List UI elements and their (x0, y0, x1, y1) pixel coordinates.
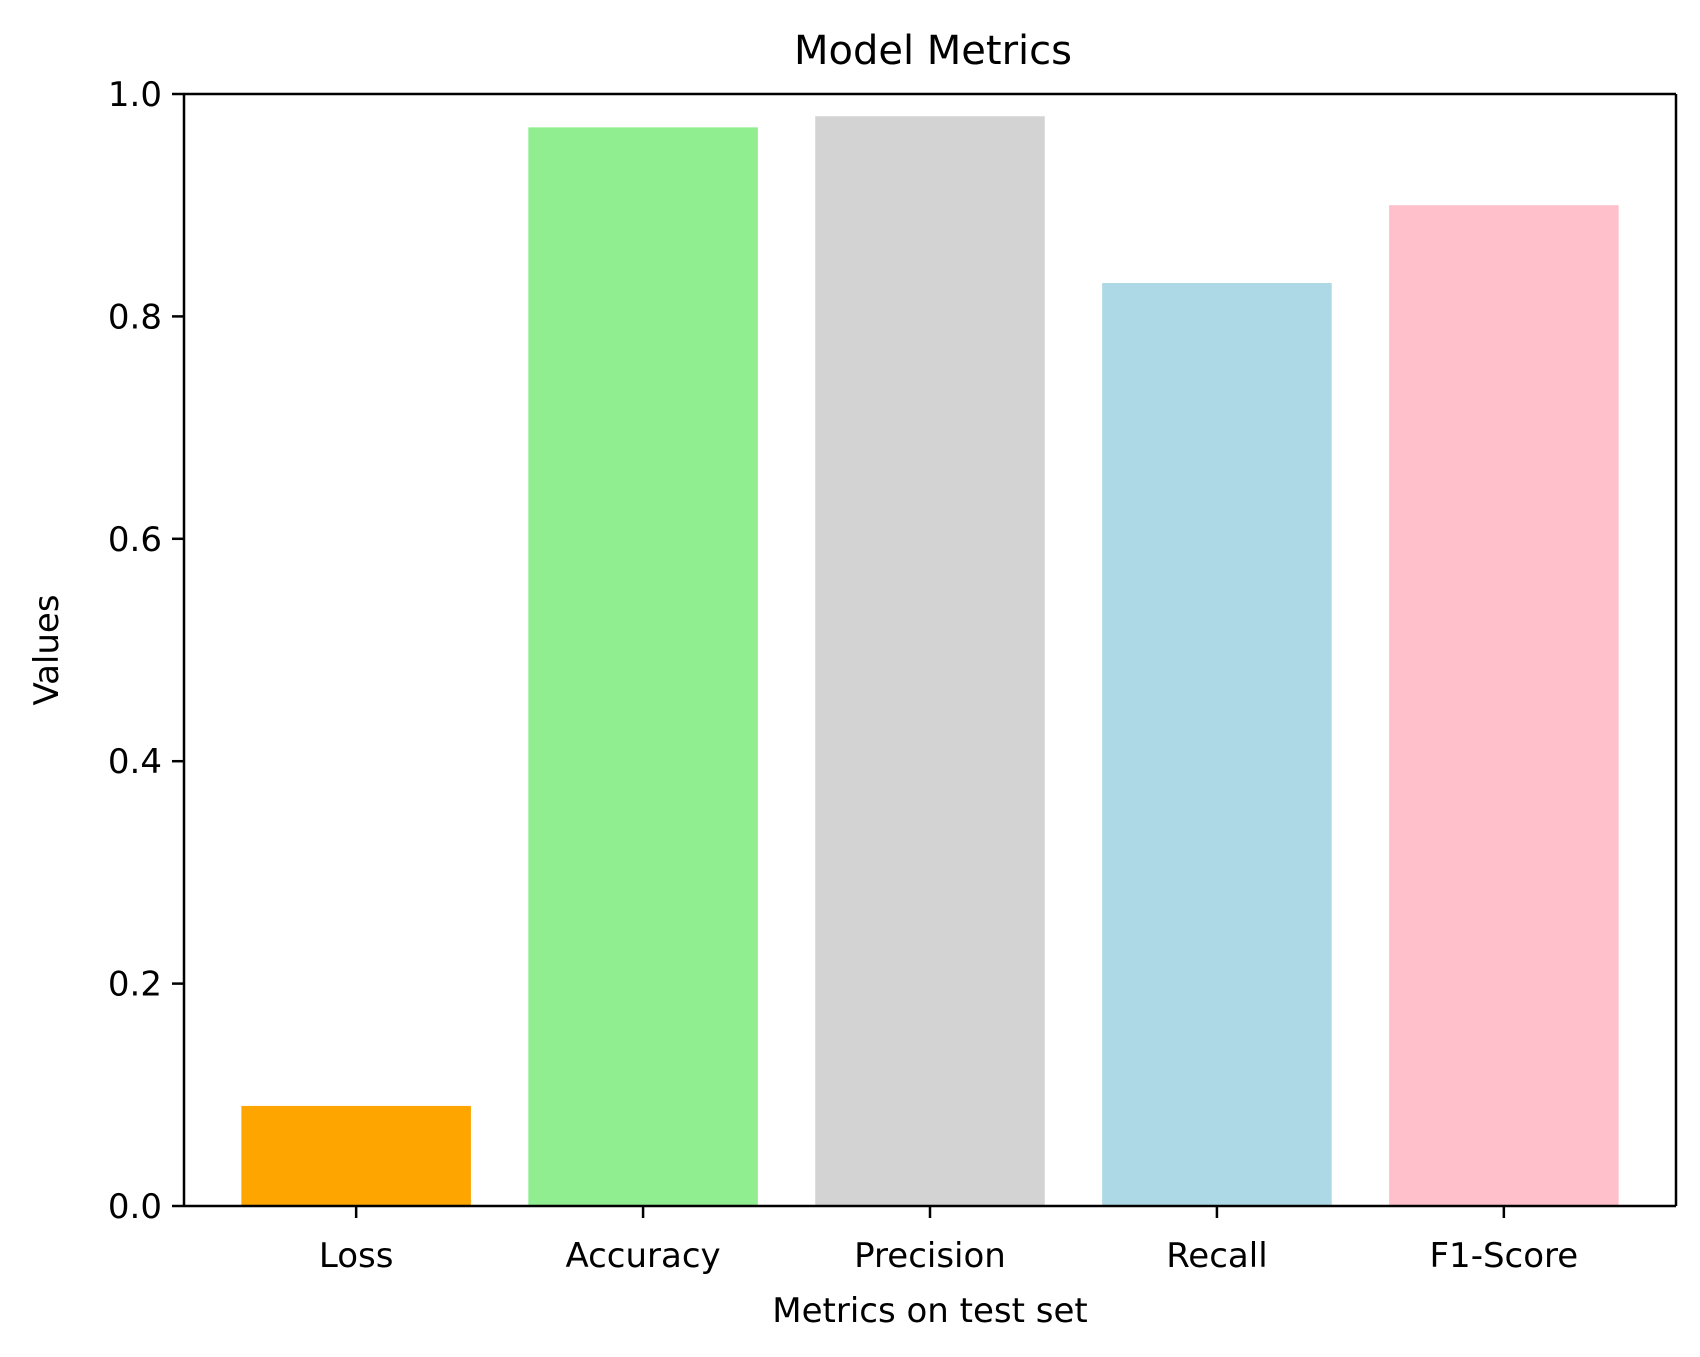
x-tick-label: Recall (1166, 1236, 1267, 1276)
y-tick-label: 0.2 (108, 965, 162, 1005)
x-tick-label: Precision (854, 1236, 1006, 1276)
bar-precision (815, 116, 1045, 1207)
chart-title: Model Metrics (794, 28, 1072, 74)
bar-loss (241, 1105, 471, 1206)
bar-recall (1102, 283, 1332, 1206)
bars-layer (241, 116, 1619, 1207)
x-tick-label: Loss (319, 1236, 394, 1276)
y-tick-label: 1.0 (108, 75, 162, 115)
ticks-layer: Loss Accuracy Precision Recall F1-Score 0.0 0.… (108, 75, 1578, 1276)
x-tick-label: F1-Score (1430, 1236, 1579, 1276)
y-tick-label: 0.4 (108, 742, 162, 782)
x-tick-label: Accuracy (565, 1236, 720, 1276)
y-tick-label: 0.0 (108, 1187, 162, 1227)
bar-f1-score (1389, 205, 1619, 1206)
y-axis-label: Values (27, 594, 67, 705)
y-tick-label: 0.8 (108, 297, 162, 337)
y-tick-label: 0.6 (108, 520, 162, 560)
bar-accuracy (528, 127, 758, 1207)
x-axis-label: Metrics on test set (772, 1291, 1087, 1331)
